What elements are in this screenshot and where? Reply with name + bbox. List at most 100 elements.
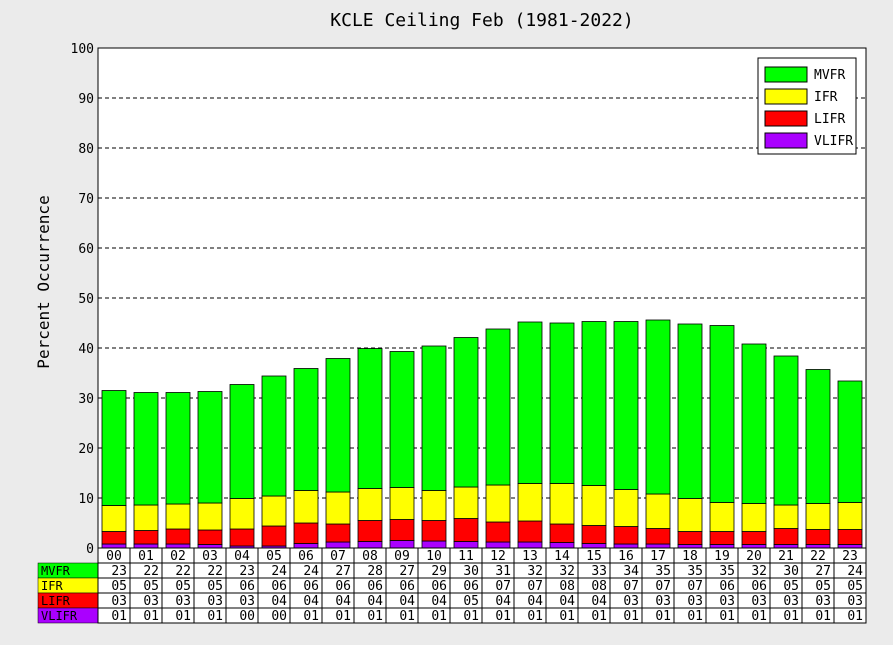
bar-ifr-02: [165, 503, 191, 530]
table-value-ifr-23: 05: [847, 579, 863, 594]
chart-title: KCLE Ceiling Feb (1981-2022): [330, 10, 633, 31]
bar-mvfr-09: [389, 351, 415, 488]
table-value-mvfr-19: 35: [719, 564, 735, 579]
bar-mvfr-08: [357, 348, 383, 489]
bar-mvfr-05: [261, 375, 287, 497]
table-value-lifr-12: 04: [495, 594, 511, 609]
table-value-vlifr-12: 01: [495, 609, 511, 624]
table-value-lifr-18: 03: [687, 594, 703, 609]
table-value-ifr-09: 06: [399, 579, 415, 594]
table-value-vlifr-19: 01: [719, 609, 735, 624]
table-value-ifr-18: 07: [687, 579, 703, 594]
y-tick-label: 60: [78, 242, 94, 257]
bar-mvfr-15: [581, 321, 607, 486]
table-value-lifr-09: 04: [399, 594, 415, 609]
bar-ifr-00: [101, 505, 127, 532]
table-value-lifr-22: 03: [815, 594, 831, 609]
table-value-lifr-06: 04: [303, 594, 319, 609]
table-value-lifr-19: 03: [719, 594, 735, 609]
table-value-mvfr-21: 30: [783, 564, 799, 579]
bar-ifr-12: [485, 484, 511, 523]
table-value-lifr-23: 03: [847, 594, 863, 609]
table-value-vlifr-14: 01: [559, 609, 575, 624]
bar-mvfr-19: [709, 325, 735, 503]
table-row-label-lifr: LIFR: [41, 594, 71, 608]
bar-ifr-15: [581, 485, 607, 526]
table-value-lifr-02: 03: [175, 594, 191, 609]
bar-lifr-05: [261, 525, 287, 547]
bar-ifr-22: [805, 503, 831, 530]
table-value-lifr-01: 03: [143, 594, 159, 609]
table-value-vlifr-11: 01: [463, 609, 479, 624]
table-value-lifr-03: 03: [207, 594, 223, 609]
table-value-mvfr-12: 31: [495, 564, 511, 579]
table-header-09: 09: [394, 549, 410, 564]
bar-lifr-21: [773, 528, 799, 545]
bar-vlifr-02: [165, 543, 191, 549]
bar-ifr-06: [293, 490, 319, 524]
table-header-16: 16: [618, 549, 634, 564]
table-header-01: 01: [138, 549, 154, 564]
table-value-mvfr-07: 27: [335, 564, 351, 579]
table-row-label-vlifr: VLIFR: [41, 609, 78, 623]
bar-ifr-19: [709, 502, 735, 532]
table-header-06: 06: [298, 549, 314, 564]
table-value-ifr-12: 07: [495, 579, 511, 594]
bar-mvfr-17: [645, 319, 671, 495]
bar-lifr-02: [165, 528, 191, 545]
table-value-mvfr-20: 32: [751, 564, 767, 579]
table-value-vlifr-01: 01: [143, 609, 159, 624]
table-header-21: 21: [778, 549, 794, 564]
y-tick-label: 0: [86, 542, 94, 557]
table-header-18: 18: [682, 549, 698, 564]
table-header-19: 19: [714, 549, 730, 564]
bar-ifr-03: [197, 502, 223, 531]
bar-vlifr-22: [805, 544, 831, 549]
table-cell: [833, 607, 867, 624]
table-value-ifr-08: 06: [367, 579, 383, 594]
legend-label-ifr: IFR: [814, 90, 838, 105]
bar-lifr-18: [677, 531, 703, 545]
table-value-vlifr-13: 01: [527, 609, 543, 624]
table-header-13: 13: [522, 549, 538, 564]
bar-vlifr-01: [133, 543, 159, 549]
table-value-mvfr-03: 22: [207, 564, 223, 579]
y-tick-label: 20: [78, 442, 94, 457]
table-value-vlifr-02: 01: [175, 609, 191, 624]
table-value-lifr-04: 03: [239, 594, 255, 609]
bar-vlifr-06: [293, 543, 319, 549]
bar-lifr-12: [485, 521, 511, 543]
bar-vlifr-15: [581, 543, 607, 549]
bar-ifr-04: [229, 498, 255, 530]
bar-mvfr-07: [325, 358, 351, 493]
legend-swatch-ifr: [764, 88, 808, 105]
table-value-ifr-19: 06: [719, 579, 735, 594]
data-table: 00 01 02 03 04 05 06 07 08 09 10 11 12 13 14 15 16 17 18 19…: [37, 547, 867, 624]
bar-mvfr-03: [197, 391, 223, 504]
table-value-mvfr-17: 35: [655, 564, 671, 579]
table-value-mvfr-16: 34: [623, 564, 639, 579]
table-header-15: 15: [586, 549, 602, 564]
table-value-ifr-07: 06: [335, 579, 351, 594]
bar-vlifr-17: [645, 543, 671, 549]
bar-lifr-15: [581, 525, 607, 544]
bar-vlifr-23: [837, 544, 863, 549]
table-value-vlifr-22: 01: [815, 609, 831, 624]
bar-vlifr-11: [453, 541, 479, 549]
bar-ifr-23: [837, 502, 863, 530]
table-value-ifr-10: 06: [431, 579, 447, 594]
table-value-vlifr-20: 01: [751, 609, 767, 624]
table-value-mvfr-02: 22: [175, 564, 191, 579]
bar-vlifr-21: [773, 544, 799, 549]
bar-lifr-08: [357, 520, 383, 542]
bar-mvfr-18: [677, 323, 703, 499]
bar-vlifr-16: [613, 543, 639, 549]
y-axis-label: Percent Occurrence: [34, 195, 53, 368]
table-header-03: 03: [202, 549, 218, 564]
bar-lifr-14: [549, 523, 575, 543]
bar-mvfr-22: [805, 369, 831, 504]
grid-lines: [98, 97, 866, 499]
bar-vlifr-20: [741, 544, 767, 549]
table-value-ifr-22: 05: [815, 579, 831, 594]
